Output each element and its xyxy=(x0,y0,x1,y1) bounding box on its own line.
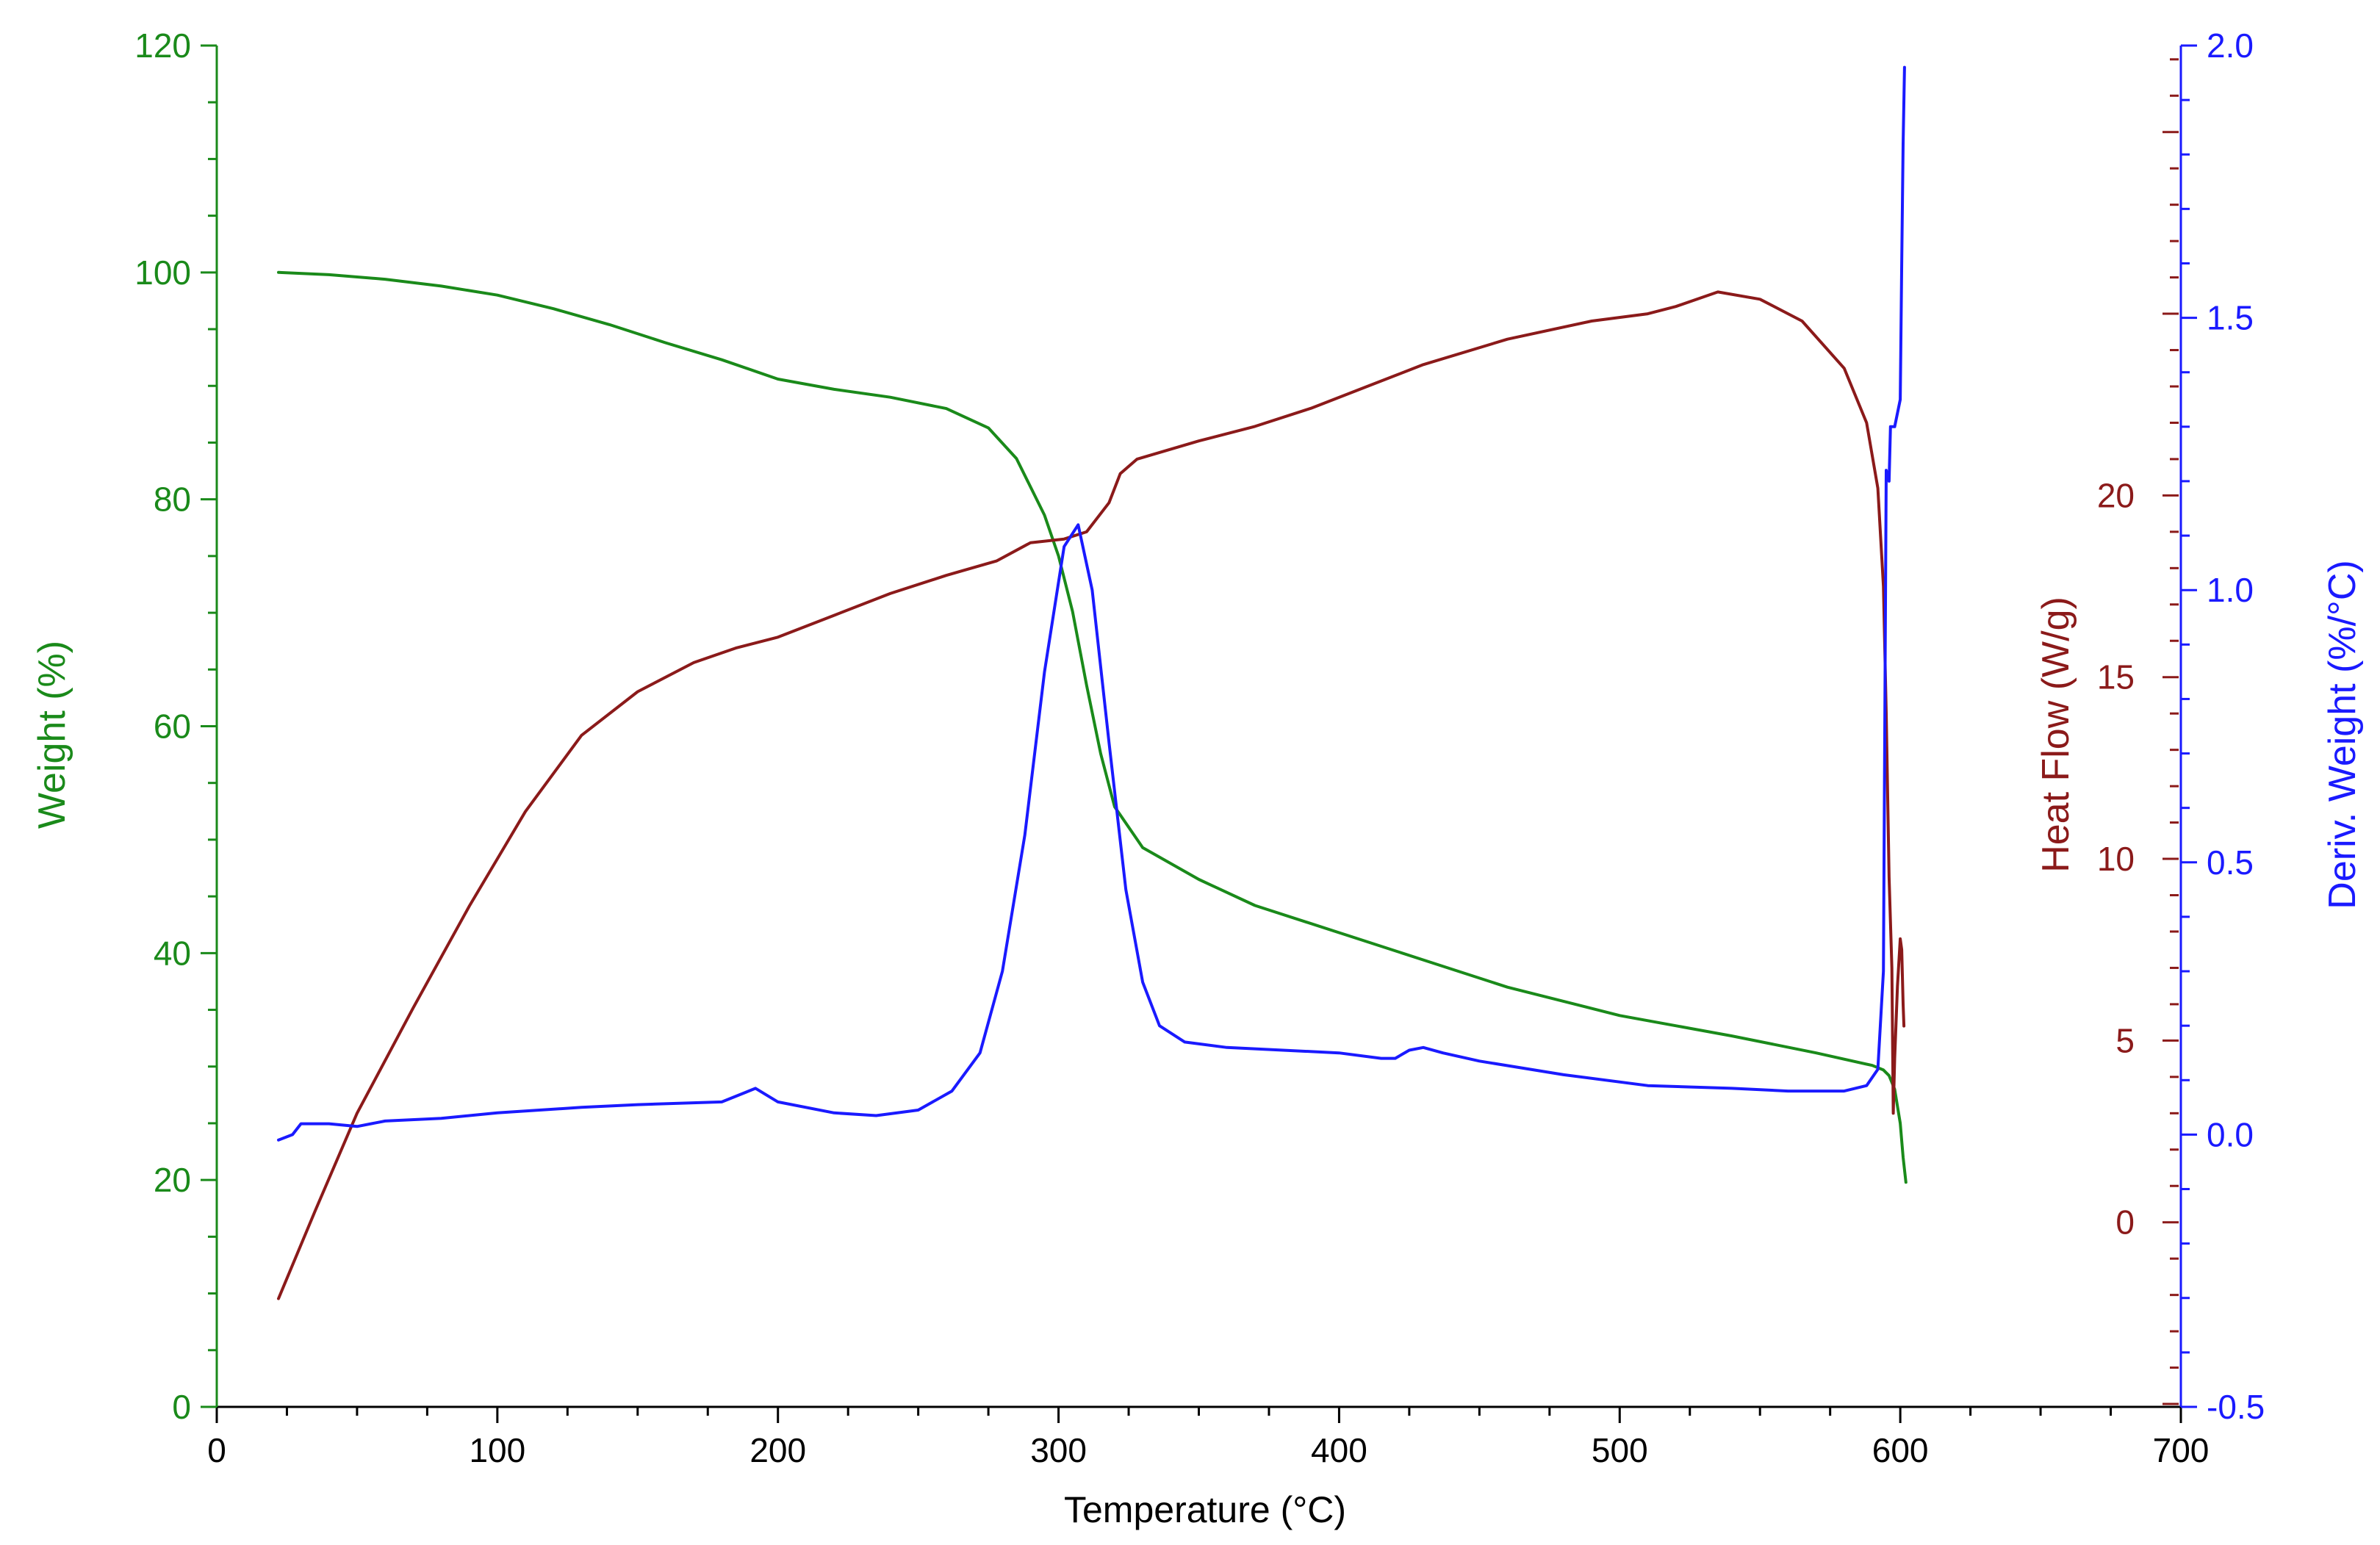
deriv-weight-axis: -0.5 0.0 0.5 1.0 1.5 2.0 xyxy=(2179,26,2265,1426)
x-axis: 0 100 200 300 400 500 600 700 xyxy=(207,1407,2209,1469)
weight-tick-label: 0 xyxy=(172,1388,191,1426)
x-tick-label: 100 xyxy=(469,1431,525,1469)
deriv-weight-axis-label: Deriv. Weight (%/°C) xyxy=(2321,560,2364,909)
heat-series-line xyxy=(277,290,1906,1300)
x-tick-label: 500 xyxy=(1592,1431,1648,1469)
heat-tick-label: 0 xyxy=(2115,1203,2135,1242)
x-tick-label: 700 xyxy=(2153,1431,2210,1469)
weight-tick-label: 100 xyxy=(134,253,191,292)
x-axis-label: Temperature (°C) xyxy=(1064,1489,1346,1530)
deriv-tick-label: 1.0 xyxy=(2207,571,2254,609)
weight-tick-label: 80 xyxy=(154,480,191,519)
weight-tick-label: 120 xyxy=(134,26,191,65)
heat-tick-label: 20 xyxy=(2097,476,2135,514)
weight-axis: 0 20 40 60 80 100 120 xyxy=(134,26,218,1426)
heat-tick-label: 10 xyxy=(2097,840,2135,878)
weight-tick-label: 20 xyxy=(154,1161,191,1199)
x-tick-label: 300 xyxy=(1030,1431,1087,1469)
heat-tick-label: 15 xyxy=(2097,658,2135,696)
x-tick-label: 400 xyxy=(1311,1431,1367,1469)
deriv-tick-label: 2.0 xyxy=(2207,26,2254,65)
weight-tick-label: 40 xyxy=(154,934,191,972)
series-layer xyxy=(277,65,1908,1300)
x-tick-label: 200 xyxy=(749,1431,806,1469)
deriv-tick-label: 0.5 xyxy=(2207,843,2254,882)
heat-flow-axis: 0 5 10 15 20 xyxy=(2097,58,2179,1405)
x-tick-label: 0 xyxy=(207,1431,226,1469)
heat-tick-label: 5 xyxy=(2115,1021,2135,1059)
deriv-series-line xyxy=(277,65,1906,1142)
deriv-tick-label: 1.5 xyxy=(2207,299,2254,337)
weight-axis-label: Weight (%) xyxy=(31,641,73,829)
x-tick-label: 600 xyxy=(1872,1431,1929,1469)
weight-series-line xyxy=(277,270,1908,1184)
weight-tick-label: 60 xyxy=(154,707,191,746)
deriv-tick-label: 0.0 xyxy=(2207,1115,2254,1153)
heat-flow-axis-label: Heat Flow (W/g) xyxy=(2035,597,2077,873)
deriv-tick-label: -0.5 xyxy=(2207,1388,2265,1426)
